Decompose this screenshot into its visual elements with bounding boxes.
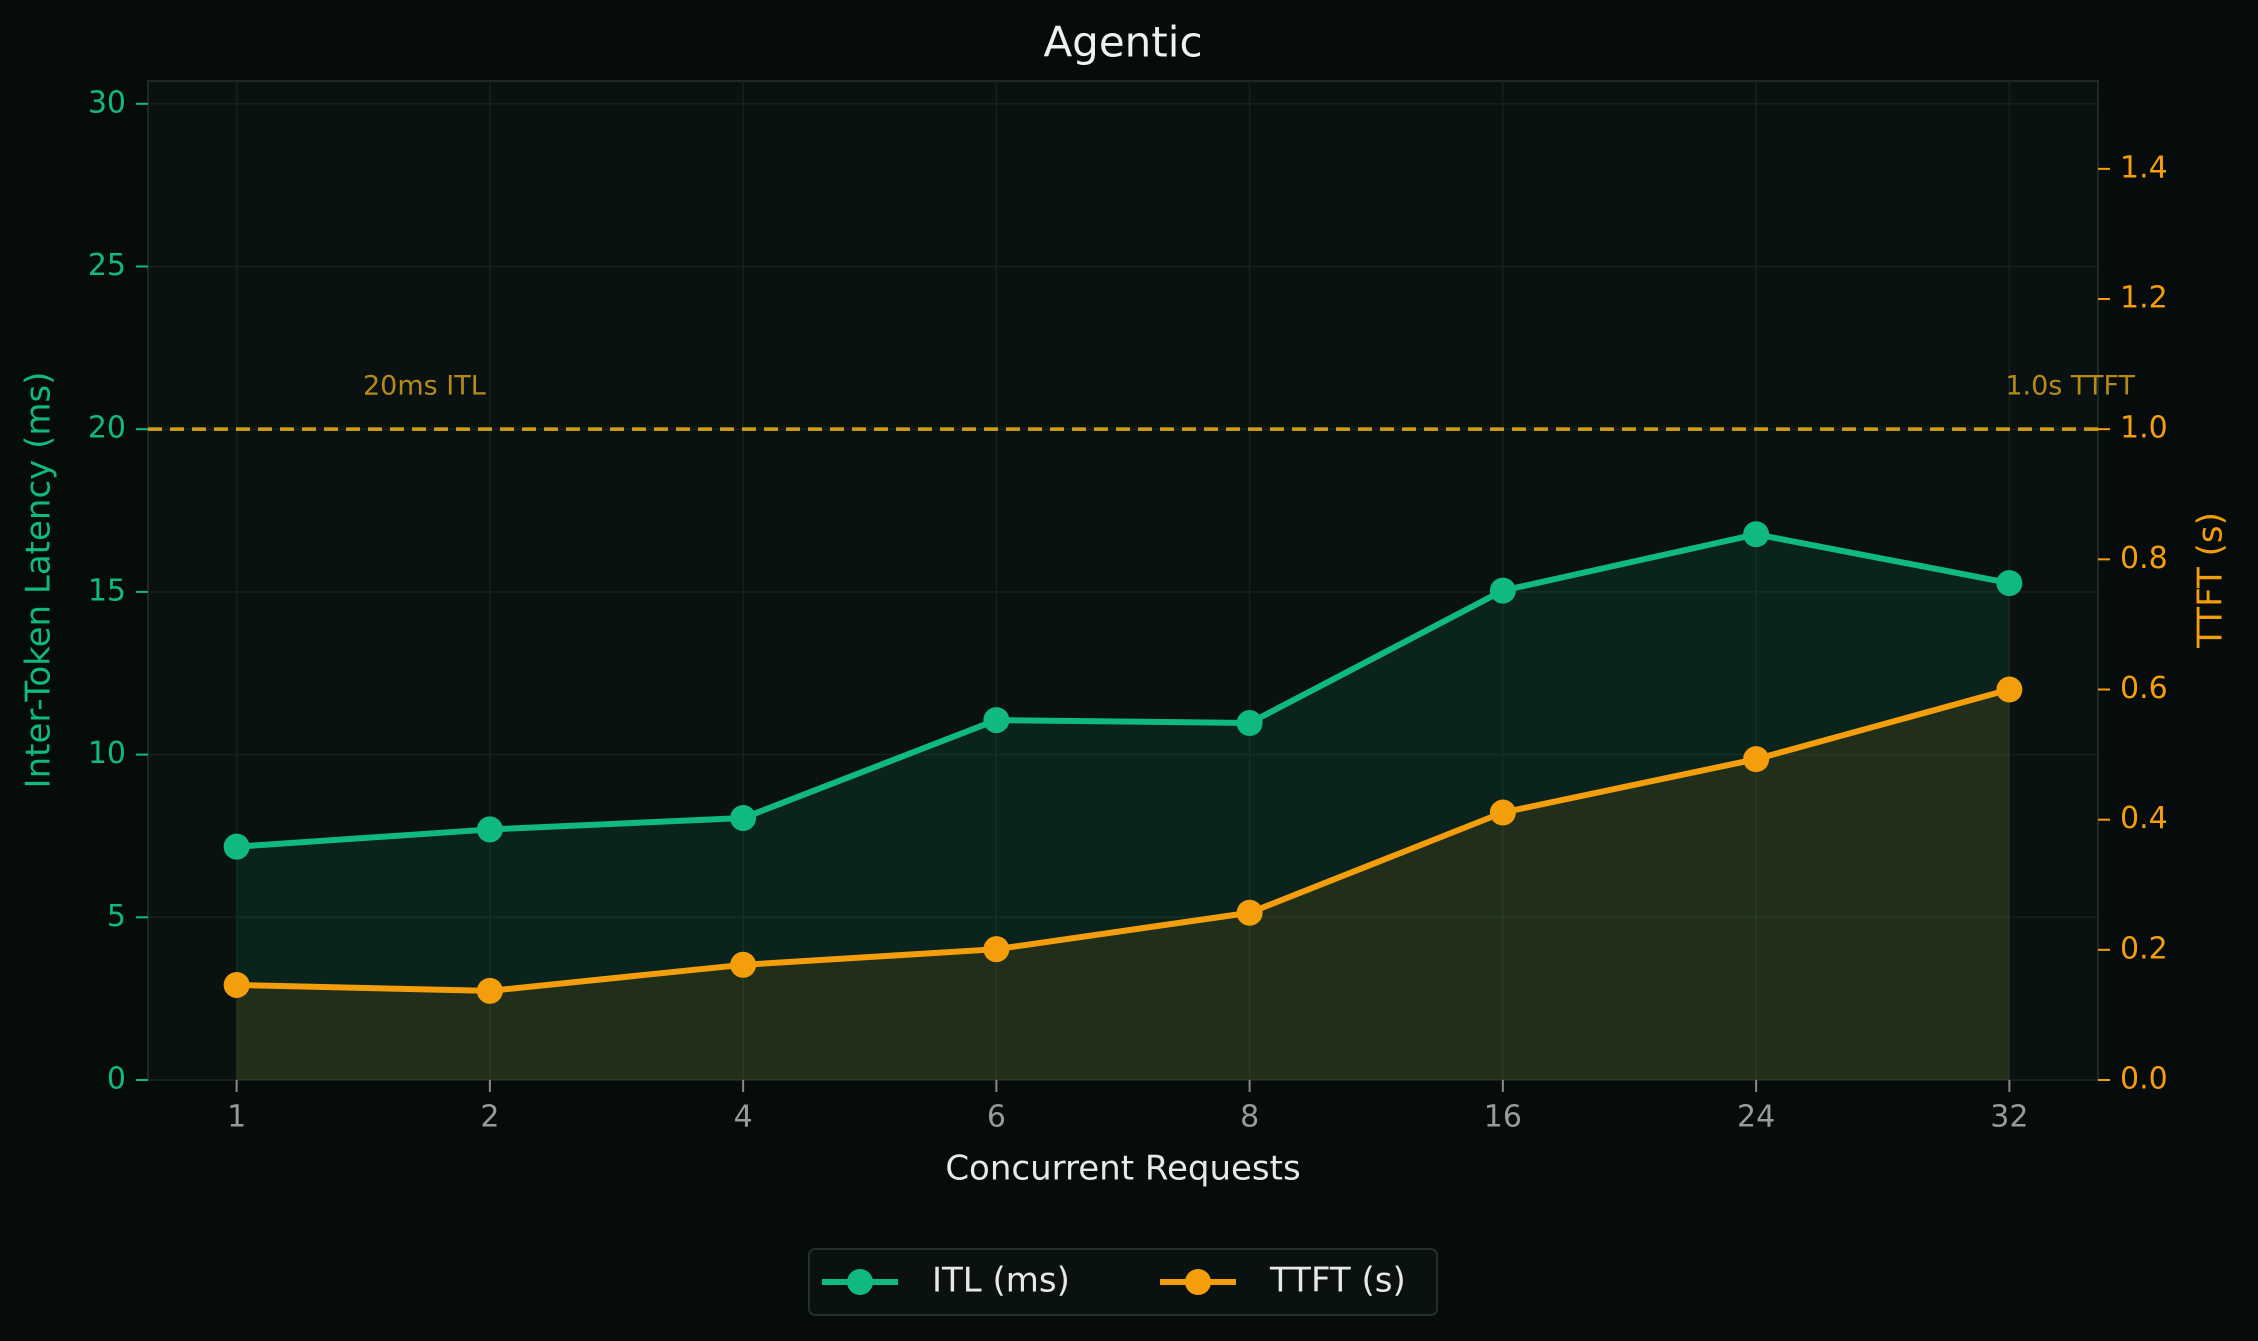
y2-tick-label: 1.4	[2120, 150, 2168, 185]
y2-tick-label: 0.4	[2120, 801, 2168, 836]
marker	[223, 833, 250, 860]
y2-tick-label: 1.0	[2120, 411, 2168, 446]
plot-area	[147, 80, 2099, 1081]
legend-label: ITL (ms)	[932, 1261, 1070, 1301]
legend-label: TTFT (s)	[1269, 1261, 1406, 1301]
marker	[983, 936, 1010, 963]
x-tick-label: 2	[480, 1100, 499, 1135]
marker	[1743, 746, 1770, 773]
x-tick-label: 8	[1240, 1100, 1259, 1135]
chart-title: Agentic	[1043, 18, 1202, 67]
threshold-label: 20ms ITL	[363, 371, 486, 402]
marker	[1236, 899, 1263, 926]
x-tick-label: 32	[1990, 1100, 2028, 1135]
x-axis-label: Concurrent Requests	[945, 1149, 1300, 1189]
area	[236, 689, 2010, 1080]
marker	[1743, 521, 1770, 548]
marker	[476, 816, 503, 843]
y2-tick-label: 0.6	[2120, 671, 2168, 706]
marker	[1236, 710, 1263, 737]
y2-tick-label: 0.8	[2120, 541, 2168, 576]
marker	[1489, 577, 1516, 604]
legend-marker	[847, 1269, 873, 1295]
y-tick-label: 30	[88, 85, 126, 120]
marker	[730, 805, 757, 832]
y-tick-label: 25	[88, 248, 126, 283]
x-tick-label: 24	[1737, 1100, 1775, 1135]
line	[236, 686, 2011, 994]
y2-tick-label: 0.0	[2120, 1062, 2168, 1097]
x-tick-label: 4	[734, 1100, 753, 1135]
y2-tick-label: 0.2	[2120, 931, 2168, 966]
marker	[1996, 570, 2023, 597]
x-tick-label: 16	[1484, 1100, 1522, 1135]
threshold-label: 1.0s TTFT	[2005, 371, 2135, 402]
y-tick-label: 20	[88, 411, 126, 446]
y-tick-label: 10	[88, 736, 126, 771]
y-axis-label: Inter-Token Latency (ms)	[19, 372, 59, 789]
y2-tick-label: 1.2	[2120, 281, 2168, 316]
x-tick-label: 6	[987, 1100, 1006, 1135]
marker	[730, 951, 757, 978]
y2-axis-label: TTFT (s)	[2191, 512, 2231, 649]
marker	[1996, 676, 2023, 703]
y-tick-label: 15	[88, 573, 126, 608]
marker	[476, 977, 503, 1004]
marker	[983, 707, 1010, 734]
marker	[1489, 799, 1516, 826]
area	[236, 534, 2010, 1080]
y-tick-label: 0	[107, 1062, 126, 1097]
legend-box	[808, 1248, 1438, 1316]
marker	[223, 971, 250, 998]
line	[236, 531, 2010, 850]
x-tick-label: 1	[227, 1100, 246, 1135]
y-tick-label: 5	[107, 899, 126, 934]
legend-marker	[1185, 1269, 1211, 1295]
